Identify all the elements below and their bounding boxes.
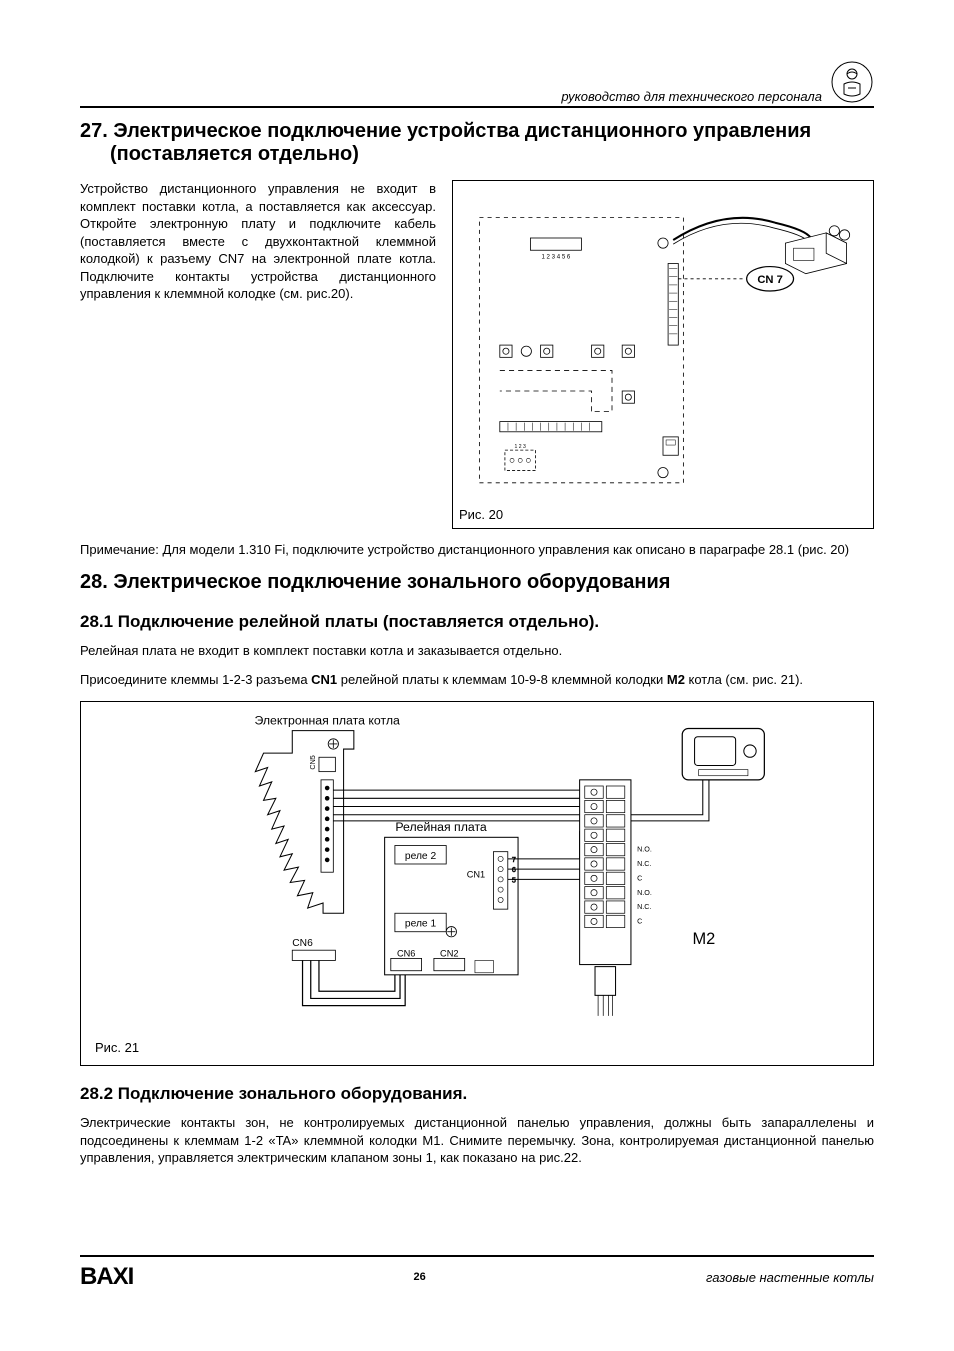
- figure-21-box: Электронная плата котла CN5 CN6 Релейная…: [80, 701, 874, 1066]
- section-28-1-title: 28.1 Подключение релейной платы (поставл…: [80, 612, 874, 632]
- fig21-board-label: Электронная плата котла: [254, 713, 400, 727]
- section-27-title: 27. Электрическое подключение устройства…: [110, 120, 874, 166]
- section-27-paragraph: Устройство дистанционного управления не …: [80, 180, 436, 529]
- section-28-2-paragraph: Электрические контакты зон, не контролир…: [80, 1114, 874, 1167]
- svg-text:7: 7: [512, 856, 516, 864]
- figure-21-diagram: Электронная плата котла CN5 CN6 Релейная…: [87, 708, 867, 1036]
- fig21-nc: N.C.: [637, 860, 651, 868]
- fig21-cn6-left: CN6: [292, 938, 313, 949]
- page-footer: BAXI 26 газовые настенные котлы: [80, 1255, 874, 1291]
- header-subtitle: руководство для технического персонала: [80, 89, 830, 104]
- svg-text:N.C.: N.C.: [637, 903, 651, 911]
- p2-cn1: CN1: [311, 672, 337, 687]
- fig21-relay2: реле 2: [405, 851, 437, 862]
- p2-part-a: Присоедините клеммы 1-2-3 разъема: [80, 672, 311, 687]
- figure-20-box: 1 2 3 4 5 6 CN 7: [452, 180, 874, 529]
- fig21-cn6-relay: CN6: [397, 948, 415, 958]
- section-28-2-title: 28.2 Подключение зонального оборудования…: [80, 1084, 874, 1104]
- section-27-note: Примечание: Для модели 1.310 Fi, подключ…: [80, 541, 874, 559]
- figure-21-caption: Рис. 21: [87, 1040, 867, 1059]
- terminal-numbers: 1 2 3 4 5 6: [541, 253, 570, 260]
- fig21-relay1: реле 1: [405, 918, 437, 929]
- footer-page-number: 26: [414, 1271, 426, 1283]
- section-27-content: Устройство дистанционного управления не …: [80, 180, 874, 529]
- fig21-m2-label: M2: [693, 930, 716, 948]
- section-28-1-p1: Релейная плата не входит в комплект пост…: [80, 642, 874, 660]
- p2-part-b: релейной платы к клеммам 10-9-8 клеммной…: [337, 672, 667, 687]
- footer-right-text: газовые настенные котлы: [706, 1270, 874, 1285]
- fig21-relay-board-label: Релейная плата: [395, 820, 487, 834]
- svg-text:1 2 3: 1 2 3: [515, 444, 526, 450]
- fig21-cn1: CN1: [467, 869, 485, 879]
- p2-m2: M2: [667, 672, 685, 687]
- svg-text:6: 6: [512, 866, 516, 874]
- cn7-label: CN 7: [757, 274, 783, 286]
- figure-20-caption: Рис. 20: [459, 507, 867, 522]
- page-header: руководство для технического персонала: [80, 60, 874, 108]
- section-28-title: 28. Электрическое подключение зонального…: [80, 571, 874, 594]
- brand-mascot-icon: [830, 60, 874, 104]
- fig21-c: C: [637, 874, 642, 882]
- p2-part-c: котла (см. рис. 21).: [685, 672, 803, 687]
- svg-text:C: C: [637, 917, 642, 925]
- section-28-1-p2: Присоедините клеммы 1-2-3 разъема CN1 ре…: [80, 671, 874, 689]
- svg-text:5: 5: [512, 876, 516, 884]
- svg-text:CN5: CN5: [309, 755, 317, 769]
- footer-brand-logo: BAXI: [80, 1263, 133, 1291]
- svg-text:N.O.: N.O.: [637, 889, 652, 897]
- fig21-no: N.O.: [637, 846, 652, 854]
- figure-20-diagram: 1 2 3 4 5 6 CN 7: [459, 187, 867, 503]
- fig21-cn2: CN2: [440, 948, 458, 958]
